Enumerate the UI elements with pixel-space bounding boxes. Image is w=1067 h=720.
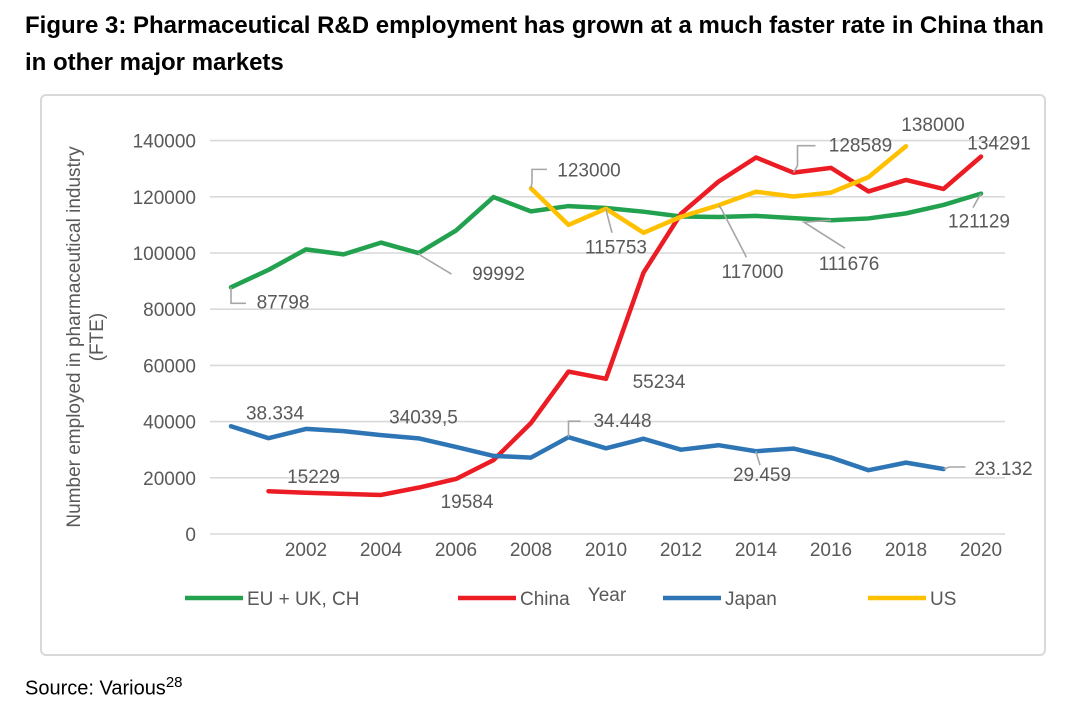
figure-title: Figure 3: Pharmaceutical R&D employment … <box>25 12 1044 76</box>
y-tick-label: 60000 <box>143 356 196 377</box>
x-tick-label: 2012 <box>660 540 702 561</box>
legend-label-us: US <box>930 589 956 610</box>
legend-item-us: US <box>868 589 956 610</box>
label-leader-line <box>530 168 547 189</box>
chart-legend: EU + UK, CH China Japan US <box>185 589 956 610</box>
x-tick-label: 2008 <box>510 540 552 561</box>
data-label-us-2018: 138000 <box>901 115 964 136</box>
x-tick-label: 2002 <box>285 540 327 561</box>
data-label-eu-uk-ch-2000: 87798 <box>257 292 310 313</box>
label-leader-line <box>567 420 581 438</box>
label-leader-line <box>792 144 816 174</box>
data-label-us-2008: 123000 <box>557 160 620 181</box>
x-tick-label: 2010 <box>585 540 627 561</box>
label-leader-line <box>801 219 846 249</box>
data-label-china-2001: 15229 <box>287 467 340 488</box>
y-tick-label: 80000 <box>143 300 196 321</box>
x-tick-label: 2006 <box>435 540 477 561</box>
x-tick-label: 2004 <box>360 540 403 561</box>
legend-item-japan: Japan <box>663 589 777 610</box>
series-layer <box>228 143 984 498</box>
label-leader-line <box>943 466 966 470</box>
x-tick-label: 2020 <box>960 540 1002 561</box>
data-label-china-2006: 19584 <box>441 492 494 513</box>
data-label-japan-2009: 34.448 <box>593 411 651 432</box>
x-tick-label: 2018 <box>885 540 927 561</box>
tick-layer: 0 20000 40000 60000 80000 100000 120000 140000 2… <box>133 132 1003 561</box>
data-label-us-2010: 115753 <box>585 238 647 259</box>
x-tick-label: 2014 <box>735 540 778 561</box>
x-tick-label: 2016 <box>810 540 852 561</box>
y-tick-label: 0 <box>185 525 196 546</box>
legend-item-eu-uk-ch: EU + UK, CH <box>185 589 359 610</box>
source-line: Source: Various28 <box>25 674 183 701</box>
legend-label-japan: Japan <box>725 589 777 610</box>
label-leader-line <box>755 451 761 466</box>
label-leader-line <box>972 193 982 209</box>
y-axis-title-line1: Number employed in pharmaceutical indust… <box>64 146 85 528</box>
y-tick-label: 120000 <box>133 188 196 209</box>
source-text: Source: Various <box>25 677 166 700</box>
y-tick-label: 20000 <box>143 469 196 490</box>
x-axis-title: Year <box>588 585 627 606</box>
label-leader-line <box>605 208 613 233</box>
data-label-eu-uk-ch-2005: 99992 <box>472 264 525 285</box>
chart-panel: 87798 99992 111676 121129 15229 19584 55234 128… <box>40 94 1046 656</box>
data-label-china-2020: 134291 <box>967 134 1030 155</box>
annotation-layer: 87798 99992 111676 121129 15229 19584 55234 128… <box>230 115 1033 513</box>
line-chart: 87798 99992 111676 121129 15229 19584 55234 128… <box>64 115 1033 610</box>
data-label-us-2013: 117000 <box>722 262 784 283</box>
label-leader-line <box>717 204 748 258</box>
y-tick-label: 40000 <box>143 413 196 434</box>
data-label-japan-2005: 34039,5 <box>389 407 458 428</box>
legend-label-eu-uk-ch: EU + UK, CH <box>247 589 359 610</box>
label-leader-line <box>230 287 246 305</box>
data-label-japan-2000: 38.334 <box>246 403 305 424</box>
source-footnote-number: 28 <box>165 674 183 691</box>
data-label-china-2010: 55234 <box>633 372 686 393</box>
data-label-eu-uk-ch-2020: 121129 <box>948 212 1010 233</box>
data-label-japan-2014: 29.459 <box>733 465 791 486</box>
legend-label-china: China <box>520 589 570 610</box>
series-line-china <box>266 154 984 498</box>
data-label-japan-2019: 23.132 <box>974 459 1032 480</box>
y-tick-label: 100000 <box>133 244 196 265</box>
data-label-eu-uk-ch-2016: 111676 <box>819 254 880 275</box>
y-axis-title-line2: (FTE) <box>87 313 108 362</box>
y-tick-label: 140000 <box>133 132 196 153</box>
label-leader-line <box>417 252 452 275</box>
legend-item-china: China <box>458 589 570 610</box>
data-label-china-2015: 128589 <box>829 136 892 157</box>
series-line-japan <box>228 424 946 473</box>
